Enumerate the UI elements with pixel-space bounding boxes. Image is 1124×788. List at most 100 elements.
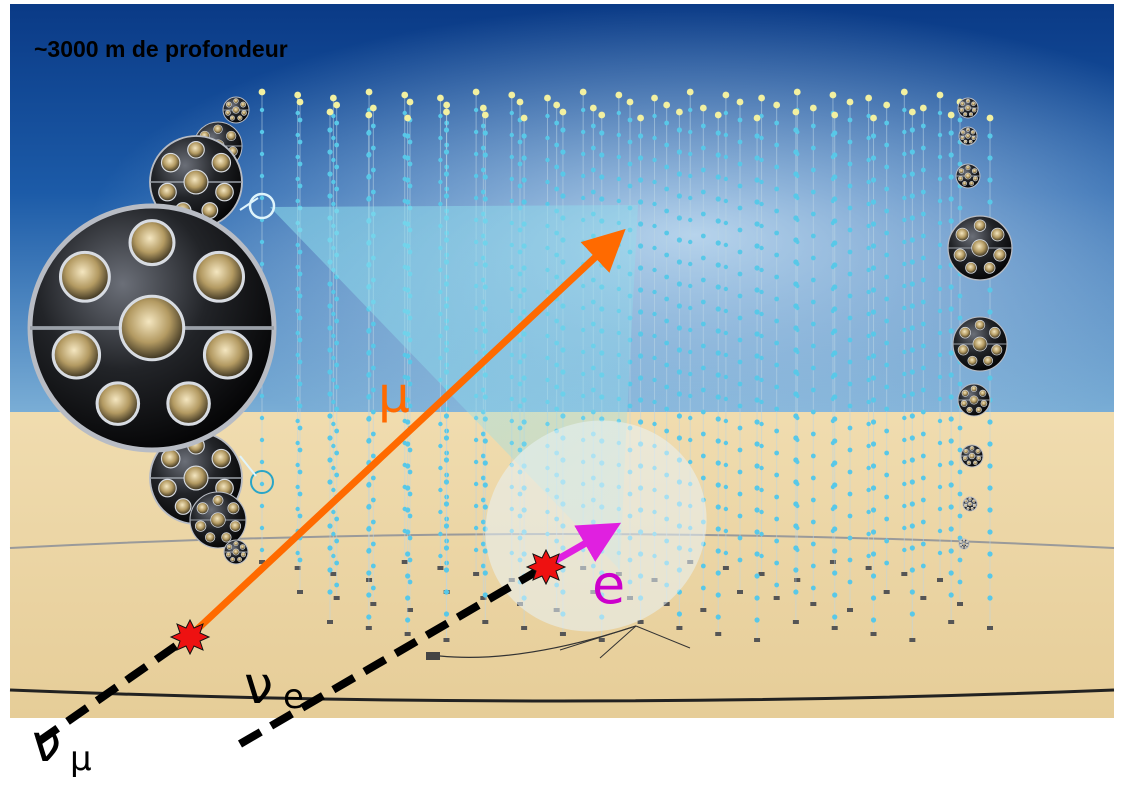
string-anchor [792, 620, 799, 624]
optical-module-dot [774, 538, 780, 544]
optical-module-dot [637, 353, 644, 359]
optical-module-dot [723, 198, 729, 204]
optical-module-dot [774, 516, 780, 522]
optical-module-dot [866, 223, 871, 229]
interaction-vertex-electron [525, 548, 567, 586]
string-anchor [754, 638, 761, 642]
string-buoy [559, 108, 567, 116]
optical-module-dot [331, 311, 336, 317]
optical-module-dot [810, 145, 816, 151]
optical-module-dot [473, 459, 479, 465]
optical-module-dot [754, 441, 760, 447]
optical-module-dot [297, 381, 303, 387]
optical-module-dot [810, 167, 816, 173]
optical-module-dot [664, 384, 670, 390]
optical-module-dot [920, 563, 926, 569]
optical-module-dot [295, 110, 300, 116]
optical-module-dot [723, 220, 729, 226]
string-anchor [865, 566, 872, 570]
optical-module-dot [295, 330, 300, 336]
optical-module-dot [754, 309, 760, 315]
optical-module-dot [737, 513, 743, 519]
string-buoy [637, 114, 644, 122]
junction-box [426, 652, 440, 660]
optical-module-dot [870, 485, 877, 491]
optical-module-dot [405, 551, 411, 557]
optical-module-dot [774, 362, 780, 368]
optical-module-dot [870, 177, 877, 183]
string-buoy [520, 114, 528, 122]
optical-module-dot [870, 397, 877, 403]
optical-module-dot [870, 617, 877, 623]
optical-module-dot [832, 218, 838, 224]
optical-module-dot [987, 199, 993, 205]
optical-module-dot [366, 570, 372, 576]
optical-module-dot [754, 551, 760, 557]
optical-module-dot [664, 362, 670, 368]
optical-module-dot [909, 413, 915, 419]
muon-track [187, 228, 626, 639]
optical-module-dot [482, 152, 488, 158]
optical-module-dot [327, 589, 333, 595]
optical-module-dot [327, 545, 333, 551]
optical-module-dot [517, 139, 523, 145]
optical-module-dot [560, 149, 566, 155]
optical-module-dot [847, 117, 853, 123]
optical-module-dot [297, 447, 303, 453]
optical-module-dot [810, 497, 816, 503]
optical-module-dot [774, 230, 780, 236]
optical-module-dot [909, 611, 915, 617]
string-buoy [333, 101, 341, 109]
optical-module-dot [759, 487, 764, 493]
optical-module-dot [366, 350, 372, 356]
optical-module-dot [715, 218, 721, 224]
string-buoy [714, 111, 722, 119]
optical-module-dot [331, 443, 336, 449]
optical-module-dot [370, 409, 376, 415]
optical-module-dot [407, 579, 413, 585]
optical-module-dot [554, 164, 560, 170]
optical-module-dot [259, 173, 265, 179]
optical-module-dot [370, 365, 376, 371]
optical-module-dot [723, 308, 729, 314]
optical-module-dot [700, 233, 706, 239]
optical-module-dot [327, 457, 333, 463]
optical-module-dot [652, 421, 657, 427]
optical-module-dot [676, 259, 683, 265]
optical-module-dot [832, 174, 838, 180]
nu-mu-subscript: μ [70, 739, 92, 779]
optical-module-dot [295, 352, 300, 358]
optical-module-dot [334, 516, 340, 522]
string-buoy [883, 101, 891, 109]
optical-module-dot [295, 440, 300, 446]
string-anchor [370, 602, 377, 606]
optical-module-dot [774, 208, 780, 214]
nu-mu-symbol: ν [32, 714, 62, 774]
optical-module-dot [331, 113, 336, 119]
optical-module-dot [793, 479, 799, 485]
optical-module-dot [438, 509, 443, 515]
optical-module-dot [948, 372, 954, 378]
optical-module-dot [870, 551, 877, 557]
string-anchor [901, 572, 908, 576]
optical-module-dot [884, 208, 890, 214]
string-buoy [936, 91, 944, 99]
optical-module-dot [443, 127, 450, 133]
optical-module-dot [637, 309, 644, 315]
optical-module-dot [847, 139, 853, 145]
optical-module-dot [810, 453, 816, 459]
optical-module-dot [957, 447, 963, 453]
optical-module-dot [793, 347, 799, 353]
optical-module-dot [909, 325, 915, 331]
optical-module-dot [327, 281, 333, 287]
optical-module-dot [832, 548, 838, 554]
callout-ring-top [248, 192, 276, 220]
optical-module-dot [295, 550, 300, 556]
optical-module-dot [723, 352, 729, 358]
optical-module-dot [616, 132, 622, 138]
optical-module-dot [443, 193, 450, 199]
optical-module-dot [759, 179, 764, 185]
optical-module-dot [715, 372, 721, 378]
optical-module-dot [847, 337, 853, 343]
optical-module-dot [847, 579, 853, 585]
